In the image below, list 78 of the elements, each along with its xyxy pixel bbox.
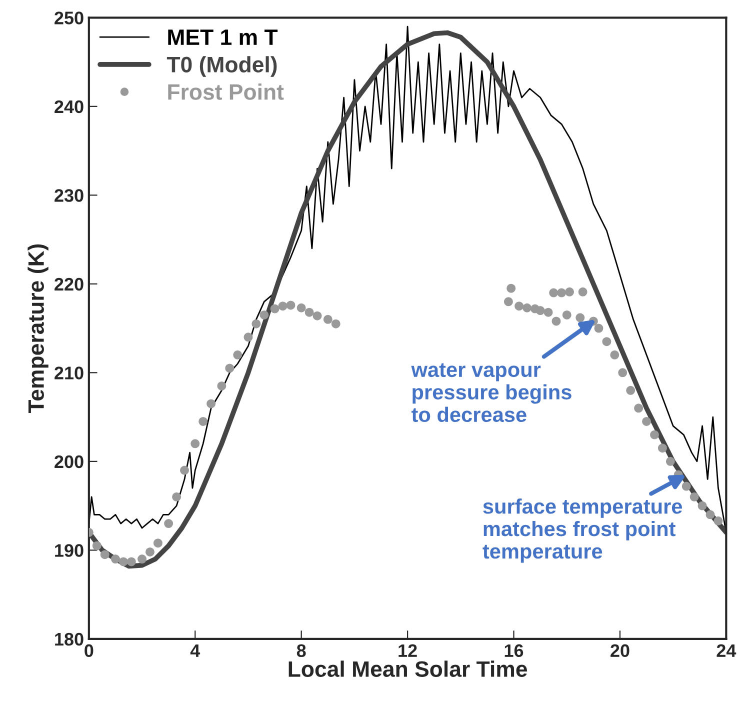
- point: [126, 557, 136, 566]
- point: [244, 332, 253, 342]
- y-tick-label: 220: [54, 278, 84, 291]
- point: [714, 516, 723, 526]
- point: [634, 404, 644, 413]
- point: [153, 538, 162, 548]
- legend-label: T0 (Model): [166, 56, 277, 77]
- x-tick-label: 4: [190, 644, 200, 657]
- y-axis-title: Temperature (K): [28, 244, 48, 414]
- point: [610, 350, 620, 360]
- point: [544, 308, 553, 317]
- point: [506, 284, 516, 293]
- point: [514, 302, 524, 311]
- x-tick-label: 12: [398, 644, 417, 657]
- point: [682, 482, 691, 491]
- point: [618, 368, 628, 378]
- point: [576, 313, 585, 322]
- point: [296, 303, 306, 312]
- y-tick-label: 190: [55, 544, 84, 557]
- point: [698, 501, 707, 510]
- point: [190, 439, 200, 448]
- point: [304, 308, 314, 317]
- y-tick-label: 200: [54, 455, 84, 468]
- point: [549, 288, 558, 298]
- point: [690, 492, 699, 502]
- y-tick-label: 210: [54, 366, 84, 380]
- point: [110, 554, 120, 564]
- x-tick-label: 16: [504, 644, 524, 658]
- point: [552, 316, 561, 326]
- x-tick-label: 24: [716, 644, 736, 657]
- point: [594, 324, 604, 333]
- point: [92, 541, 102, 550]
- y-tick-label: 240: [54, 100, 84, 114]
- x-axis-title: Local Mean Solar Time: [288, 660, 528, 677]
- annotation: surface temperature matches frost point temperature: [482, 498, 682, 563]
- point: [172, 492, 182, 502]
- point: [706, 510, 715, 520]
- point: [642, 416, 652, 426]
- point: [331, 319, 340, 328]
- point: [602, 337, 612, 346]
- point: [180, 466, 190, 475]
- point: [100, 550, 110, 560]
- point: [286, 300, 296, 310]
- point: [225, 364, 234, 373]
- point: [658, 444, 667, 453]
- point: [164, 519, 174, 528]
- point: [562, 310, 572, 320]
- legend-label: Frost Point: [168, 84, 284, 100]
- point: [278, 302, 288, 311]
- y-tick-label: 250: [54, 12, 84, 24]
- y-tick-label: 230: [54, 189, 84, 202]
- point: [650, 430, 659, 440]
- legend-label: MET 1 m T: [168, 30, 278, 45]
- point: [578, 287, 588, 296]
- point: [504, 297, 513, 306]
- point: [522, 303, 532, 312]
- x-tick-label: 20: [610, 644, 630, 658]
- point: [145, 547, 154, 556]
- point: [323, 314, 332, 324]
- point: [252, 319, 261, 328]
- point: [557, 288, 566, 298]
- point: [260, 310, 269, 320]
- point: [138, 554, 147, 564]
- point: [198, 416, 208, 426]
- point: [312, 311, 322, 320]
- point: [626, 386, 636, 395]
- point: [666, 456, 675, 466]
- x-tick-label: 0: [84, 644, 94, 658]
- point: [565, 287, 574, 296]
- point: [536, 306, 545, 316]
- point: [217, 381, 226, 390]
- x-tick-label: 8: [296, 644, 306, 658]
- point: [118, 557, 128, 566]
- annotation: water vapour pressure begins to decrease: [411, 363, 572, 422]
- point: [206, 399, 216, 408]
- point: [270, 304, 280, 314]
- y-tick-label: 180: [55, 632, 84, 646]
- point: [233, 350, 242, 360]
